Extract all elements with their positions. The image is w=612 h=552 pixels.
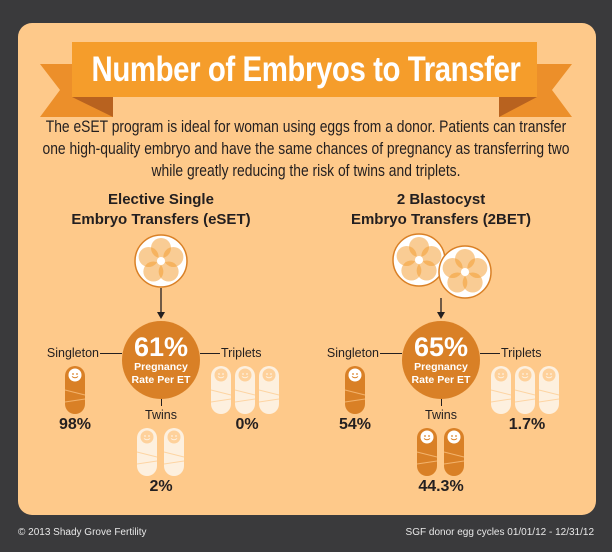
baby-icon — [210, 366, 232, 414]
triplets-label: Triplets — [501, 346, 542, 360]
page-title: Number of Embryos to Transfer — [91, 50, 521, 89]
twins-label: Twins — [145, 408, 177, 422]
copyright: © 2013 Shady Grove Fertility — [18, 527, 147, 538]
baby-icon — [538, 366, 560, 414]
data-source: SGF donor egg cycles 01/01/12 - 12/31/12 — [405, 527, 594, 538]
baby-icon — [490, 366, 512, 414]
section-heading: 2 Blastocyst Embryo Transfers (2BET) — [350, 191, 532, 228]
pregnancy-rate: 65% — [413, 332, 469, 362]
connector-line — [480, 353, 500, 354]
singleton-label: Singleton — [326, 346, 379, 360]
arrow-head-icon — [437, 312, 445, 319]
singleton-value: 98% — [58, 416, 92, 433]
triplets-value: 1.7% — [508, 416, 546, 433]
connector-line — [100, 353, 122, 354]
arrow-head-icon — [157, 312, 165, 319]
embryo-icon — [392, 233, 446, 287]
twins-value: 44.3% — [418, 478, 464, 495]
baby-icon — [443, 428, 465, 476]
baby-icon — [234, 366, 256, 414]
connector-line — [200, 353, 220, 354]
triplets-value: 0% — [235, 416, 259, 433]
twins-value: 2% — [149, 478, 173, 495]
section-heading: Elective Single Embryo Transfers (eSET) — [71, 191, 251, 228]
pregnancy-rate: 61% — [133, 332, 189, 362]
twins-label: Twins — [425, 408, 457, 422]
baby-icon — [163, 428, 185, 476]
pregnancy-rate-circle: 61% Pregnancy Rate Per ET — [122, 321, 200, 399]
baby-icon — [258, 366, 280, 414]
singleton-label: Singleton — [46, 346, 99, 360]
baby-icon — [514, 366, 536, 414]
connector-line — [441, 398, 442, 406]
baby-icon — [416, 428, 438, 476]
baby-icon — [64, 366, 86, 414]
embryo-icon — [438, 245, 492, 299]
connector-line — [380, 353, 402, 354]
singleton-value: 54% — [338, 416, 372, 433]
baby-icon — [136, 428, 158, 476]
pregnancy-rate-circle: 65% Pregnancy Rate Per ET — [402, 321, 480, 399]
triplets-label: Triplets — [221, 346, 262, 360]
connector-line — [161, 398, 162, 406]
baby-icon — [344, 366, 366, 414]
intro-text: The eSET program is ideal for woman usin… — [42, 118, 570, 180]
embryo-icon — [134, 234, 188, 288]
title-ribbon — [40, 42, 572, 117]
